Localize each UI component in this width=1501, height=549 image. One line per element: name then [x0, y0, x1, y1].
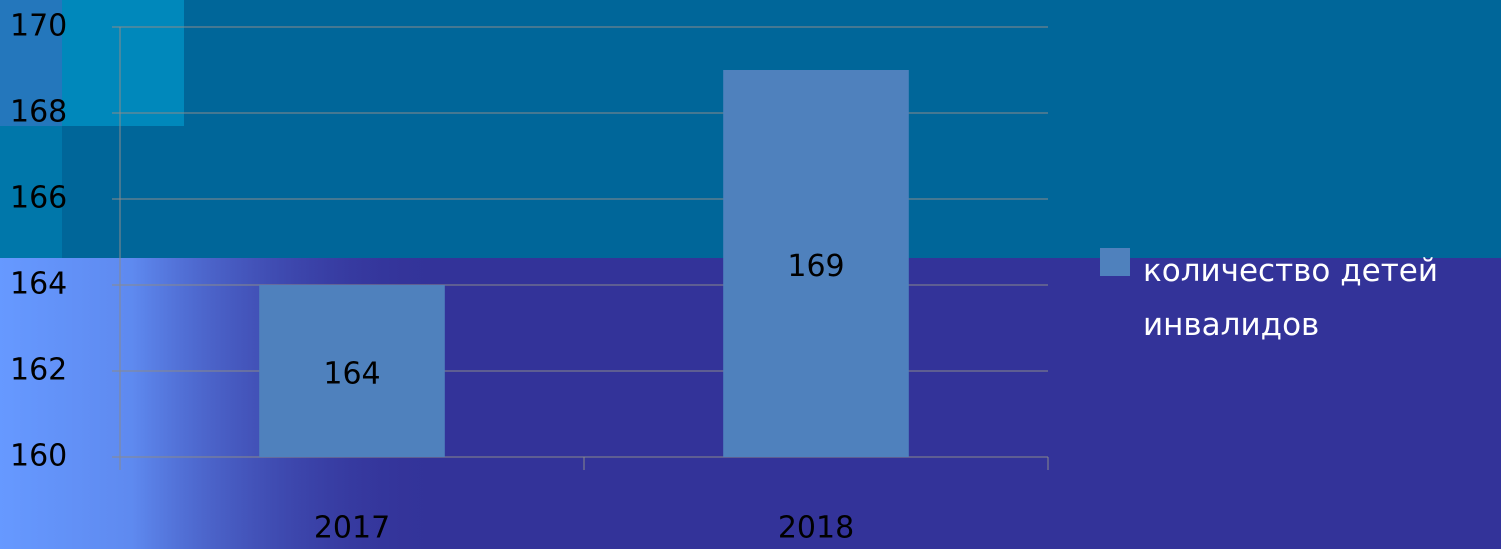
data-label: 169 [787, 249, 844, 284]
y-tick-label: 162 [10, 353, 67, 388]
bar [723, 70, 909, 457]
y-tick-label: 168 [10, 95, 67, 130]
legend-swatch [1100, 248, 1130, 276]
deco [62, 0, 184, 126]
bar [259, 285, 445, 457]
x-tick-label: 2018 [778, 511, 854, 546]
data-label: 164 [323, 357, 380, 392]
x-tick-label: 2017 [314, 511, 390, 546]
deco [0, 126, 62, 258]
y-tick-label: 164 [10, 267, 67, 302]
y-tick-label: 170 [10, 9, 67, 44]
y-tick-label: 160 [10, 439, 67, 474]
y-tick-label: 166 [10, 181, 67, 216]
legend-label: количество детей инвалидов [1143, 253, 1439, 343]
